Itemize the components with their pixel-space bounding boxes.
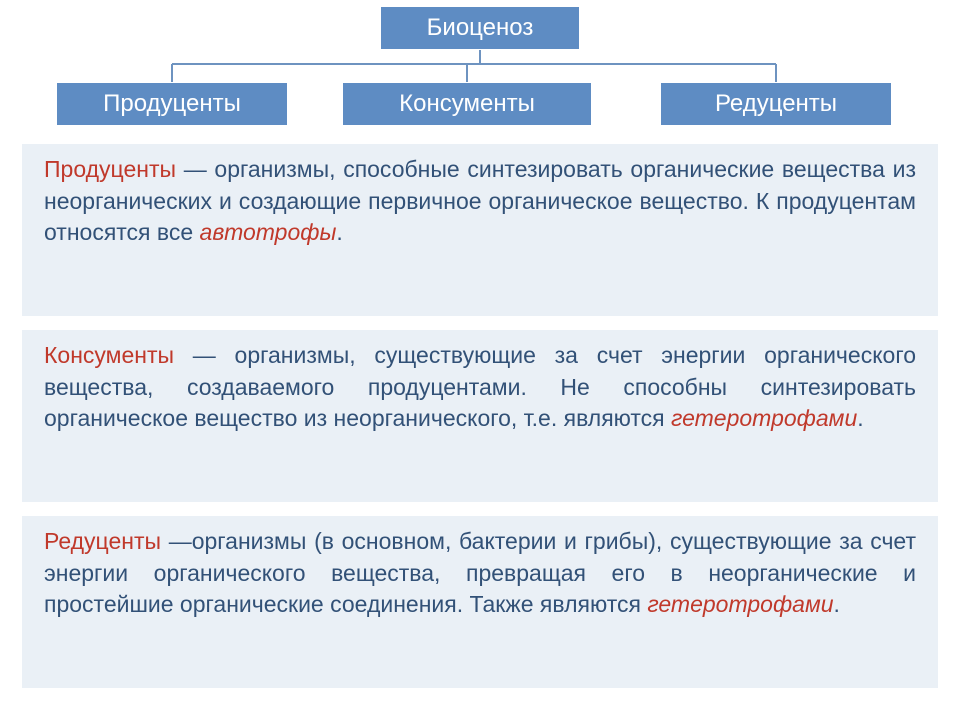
definition-key: автотрофы bbox=[200, 219, 337, 245]
tree-child-label: Консументы bbox=[399, 90, 535, 118]
definition-body-tail: . bbox=[336, 219, 342, 245]
tree-child-label: Продуценты bbox=[103, 90, 241, 118]
definition-key: гетеротрофами bbox=[671, 405, 857, 431]
definition-key: гетеротрофами bbox=[647, 591, 833, 617]
tree-child-consumers: Консументы bbox=[342, 82, 592, 126]
tree-child-reducers: Редуценты bbox=[660, 82, 892, 126]
tree-child-label: Редуценты bbox=[715, 90, 837, 118]
tree-root-label: Биоценоз bbox=[427, 14, 534, 42]
definition-reducers: Редуценты —организмы (в основном, бактер… bbox=[22, 516, 938, 688]
tree-root: Биоценоз bbox=[380, 6, 580, 50]
definition-consumers: Консументы — организмы, существующие за … bbox=[22, 330, 938, 502]
definition-body-tail: . bbox=[857, 405, 863, 431]
definition-term: Продуценты bbox=[44, 156, 176, 182]
tree-child-producers: Продуценты bbox=[56, 82, 288, 126]
definition-body-tail: . bbox=[834, 591, 840, 617]
definition-term: Редуценты bbox=[44, 528, 161, 554]
definition-producers: Продуценты — организмы, способные синтез… bbox=[22, 144, 938, 316]
canvas: Биоценоз Продуценты Консументы Редуценты… bbox=[0, 0, 960, 720]
definition-term: Консументы bbox=[44, 342, 174, 368]
